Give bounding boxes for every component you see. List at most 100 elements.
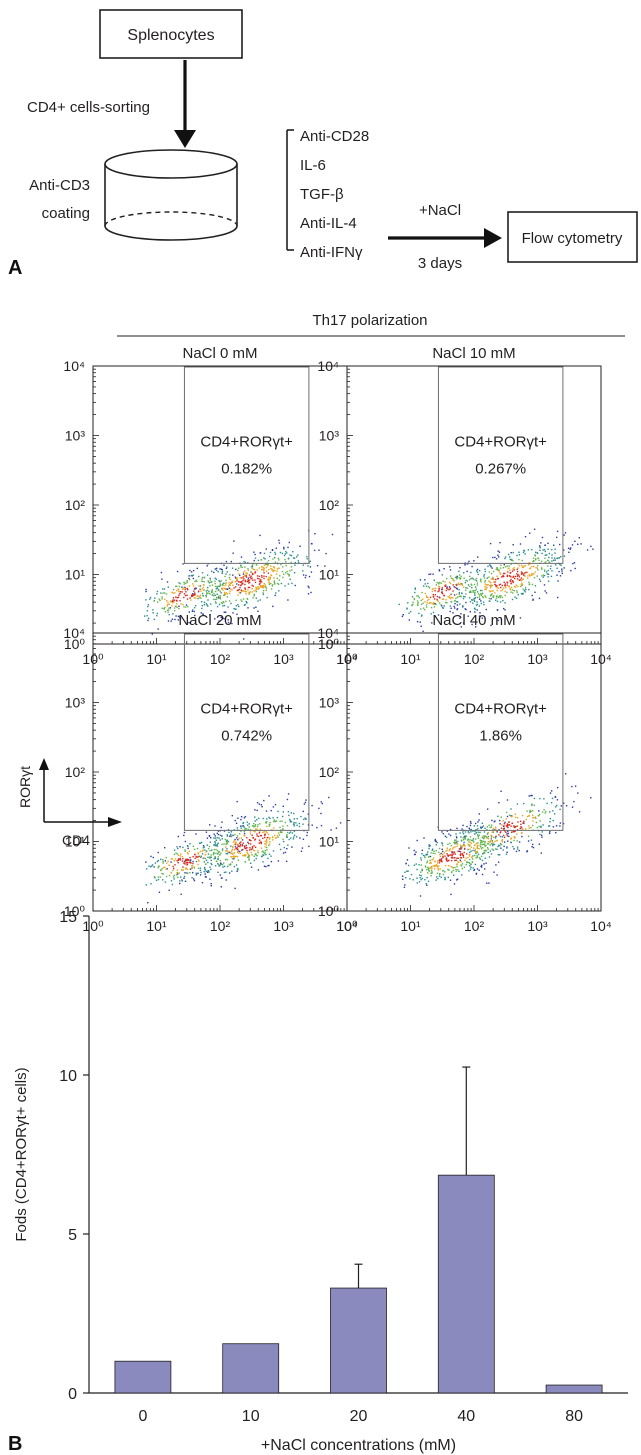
y-tick-label: 10⁰ (318, 636, 340, 652)
y-tick-label: 10³ (319, 428, 340, 444)
y-tick-label: 5 (68, 1227, 77, 1244)
x-tick-label: 10⁴ (590, 918, 612, 934)
flow-cytometry-label: Flow cytometry (522, 230, 623, 247)
gate-box (437, 366, 564, 564)
x-tick-label: 10⁰ (82, 918, 104, 934)
y-tick-label: 10¹ (319, 834, 340, 850)
gate-percent: 0.267% (475, 461, 526, 478)
x-tick-label: 40 (457, 1408, 475, 1425)
y-tick-label: 10¹ (65, 567, 86, 583)
x-tick-label: 10¹ (400, 651, 421, 667)
coating-label-line1: Anti-CD3 (29, 177, 90, 194)
x-tick-label: 10³ (527, 651, 548, 667)
y-tick-label: 10² (319, 764, 340, 780)
y-tick-label: 10² (319, 497, 340, 513)
y-tick-label: 10² (65, 497, 86, 513)
days-label: 3 days (418, 255, 462, 272)
bar (437, 1174, 495, 1394)
x-tick-label: 10² (464, 918, 485, 934)
flow-plot-title: NaCl 40 mM (432, 612, 515, 629)
splenocytes-box (99, 9, 243, 59)
gate-box (437, 633, 564, 831)
y-tick-label: 10⁴ (63, 625, 85, 641)
x-key-label: CD4 (62, 832, 90, 848)
flow-plot: NaCl 10 mM10⁰10⁰10¹10¹10²10²10³10³10⁴10⁴… (317, 345, 611, 667)
gate-label: CD4+RORγt+ (454, 701, 547, 718)
y-tick-label: 10¹ (65, 834, 86, 850)
flow-plots: NaCl 0 mM10⁰10⁰10¹10¹10²10²10³10³10⁴10⁴C… (63, 345, 611, 934)
reagent-label: TGF-β (300, 186, 344, 203)
flow-cytometry-box (507, 211, 638, 263)
y-tick-label: 10⁰ (64, 903, 86, 919)
x-key-arrow-head (108, 817, 122, 827)
flow-events (145, 793, 342, 904)
panel-a-diagram: Splenocytes CD4+ cells-sorting Anti-CD3 … (8, 9, 638, 279)
x-tick-label: 10¹ (146, 918, 167, 934)
x-tick-label: 10² (210, 651, 231, 667)
gate-box (183, 633, 310, 831)
x-tick-label: 0 (138, 1408, 147, 1425)
y-key-label: RORγt (17, 766, 33, 808)
x-tick-label: 10⁰ (336, 918, 358, 934)
reagent-label: IL-6 (300, 157, 326, 174)
y-tick-label: 10⁴ (317, 625, 339, 641)
y-tick-label: 10¹ (319, 567, 340, 583)
dish-bottom-front (104, 225, 238, 241)
reagent-list: Anti-CD28 IL-6 TGF-β Anti-IL-4 Anti-IFNγ (300, 128, 369, 261)
bar (545, 1384, 603, 1394)
flow-plot-title: NaCl 0 mM (182, 345, 257, 362)
y-tick-label: 10⁴ (317, 358, 339, 374)
flow-plot: NaCl 40 mM10⁰10⁰10¹10¹10²10²10³10³10⁴10⁴… (317, 612, 611, 934)
gate-label: CD4+RORγt+ (200, 701, 293, 718)
reagent-label: Anti-IFNγ (300, 244, 363, 261)
x-axis-label: +NaCl concentrations (mM) (261, 1437, 456, 1454)
gate-percent: 0.742% (221, 728, 272, 745)
flow-plot-title: NaCl 20 mM (178, 612, 261, 629)
panel-b-flow: Th17 polarization NaCl 0 mM10⁰10⁰10¹10¹1… (17, 312, 625, 934)
x-tick-label: 10 (242, 1408, 260, 1425)
x-tick-label: 10¹ (146, 651, 167, 667)
th17-header: Th17 polarization (312, 312, 427, 329)
x-tick-label: 10³ (273, 918, 294, 934)
x-tick-label: 10³ (527, 918, 548, 934)
bar-chart: 0 5 10 15 0 10 20 40 80 +NaCl concentrations (mM)… (13, 909, 628, 1454)
gate-label: CD4+RORγt+ (200, 434, 293, 451)
panel-b-letter: B (8, 1433, 22, 1455)
dish-top-rim (104, 149, 238, 179)
x-tick-label: 10⁴ (336, 918, 358, 934)
y-axis-label: Fods (CD4+RORγt+ cells) (13, 1067, 30, 1241)
y-tick-label: 10⁰ (318, 903, 340, 919)
x-tick-label: 10³ (273, 651, 294, 667)
bar (330, 1287, 387, 1394)
nacl-label: +NaCl (419, 202, 461, 219)
coating-label-line2: coating (42, 205, 90, 222)
y-tick-label: 10³ (319, 695, 340, 711)
x-tick-label: 10² (210, 918, 231, 934)
sorting-label: CD4+ cells-sorting (27, 99, 150, 116)
y-tick-label: 0 (68, 1386, 77, 1403)
x-tick-label: 10² (464, 651, 485, 667)
flow-plot: NaCl 20 mM10⁰10⁰10¹10¹10²10²10³10³10⁴10⁴… (63, 612, 357, 934)
dish-bottom-back (104, 211, 238, 227)
flow-plot: NaCl 0 mM 10⁰ 10⁰ 10¹ 10¹ 10² 10² 10³ 10³ 10⁴ 10⁴ C… (63, 345, 357, 667)
splenocytes-label: Splenocytes (127, 27, 214, 44)
y-tick-label: 10⁰ (64, 636, 86, 652)
x-tick-label: 10¹ (400, 918, 421, 934)
gate-box (183, 366, 310, 564)
gate-percent: 0.182% (221, 461, 272, 478)
gate-label: CD4+RORγt+ (454, 434, 547, 451)
x-tick-label: 20 (350, 1408, 368, 1425)
flow-plot-title: NaCl 10 mM (432, 345, 515, 362)
x-tick-label: 80 (565, 1408, 583, 1425)
reagent-label: Anti-IL-4 (300, 215, 357, 232)
y-key-arrow-head (39, 758, 49, 770)
sorting-arrow-head (174, 130, 196, 148)
gate-percent: 1.86% (479, 728, 522, 745)
flow-arrow-head (484, 228, 502, 248)
y-tick-label: 10⁴ (63, 358, 85, 374)
y-tick-label: 10³ (65, 428, 86, 444)
flow-events (144, 529, 334, 640)
y-tick-label: 10³ (65, 695, 86, 711)
y-tick-label: 10 (59, 1068, 77, 1085)
